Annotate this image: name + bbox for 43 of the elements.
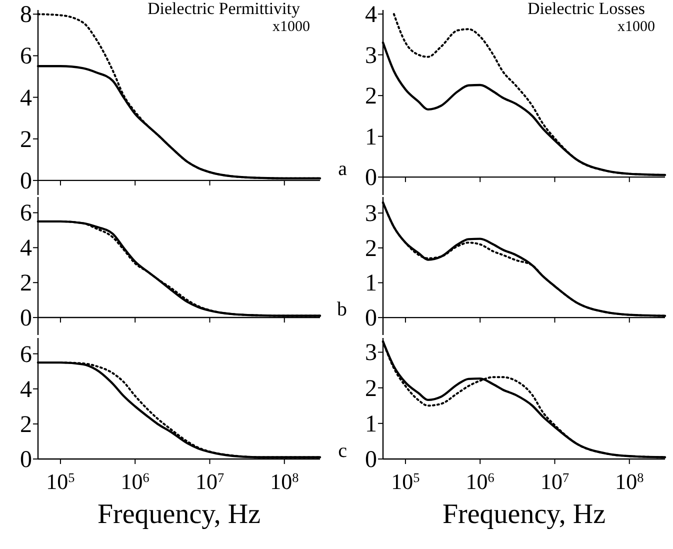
y-tick-label: 1	[365, 124, 377, 150]
chart-title: Dielectric Permittivity	[148, 0, 300, 18]
y-tick-label: 3	[365, 201, 377, 228]
x-tick-label: 10$^{7}$	[540, 469, 570, 494]
y-tick-label: 0	[20, 168, 32, 194]
y-tick-label: 2	[20, 126, 32, 153]
y-tick-label: 6	[20, 200, 32, 227]
text: b	[337, 298, 347, 321]
text: c	[338, 440, 348, 462]
y-tick-label: 0	[365, 165, 377, 192]
text: x1000	[618, 19, 655, 35]
y-tick-label: 2	[20, 270, 32, 297]
y-tick-label: 4	[20, 236, 32, 262]
y-tick-label: 0	[365, 306, 377, 332]
y-tick-label: 4	[20, 85, 32, 112]
text: x1000	[272, 19, 310, 35]
chart-title: Dielectric Losses	[527, 0, 645, 18]
y-tick-label: 1	[365, 411, 377, 438]
text: a	[338, 158, 348, 180]
x-tick-label: 10$^{8}$	[615, 469, 644, 494]
x-tick-label: 10$^{8}$	[270, 469, 300, 494]
y-tick-label: 2	[20, 412, 32, 438]
y-tick-label: 3	[365, 42, 377, 69]
x-axis-title: Frequency, Hz	[442, 499, 606, 530]
y-tick-label: 2	[365, 376, 377, 402]
x-tick-label: 10$^{6}$	[120, 469, 150, 494]
y-tick-label: 0	[365, 447, 377, 473]
y-tick-label: 6	[20, 44, 32, 70]
y-tick-label: 6	[20, 342, 32, 368]
y-tick-label: 3	[365, 340, 377, 366]
y-tick-label: 4	[365, 2, 377, 28]
y-tick-label: 1	[365, 270, 377, 297]
y-tick-label: 2	[365, 84, 377, 110]
y-tick-label: 0	[20, 447, 32, 473]
x-tick-label: 10$^{7}$	[195, 469, 224, 494]
y-tick-label: 0	[20, 306, 32, 332]
y-tick-label: 8	[20, 2, 32, 28]
y-tick-label: 4	[20, 376, 32, 403]
y-tick-label: 2	[365, 236, 377, 262]
x-tick-label: 10$^{6}$	[466, 469, 495, 494]
x-tick-label: 10$^{5}$	[391, 469, 420, 494]
x-tick-label: 10$^{5}$	[46, 469, 76, 494]
x-axis-title: Frequency, Hz	[97, 499, 261, 530]
